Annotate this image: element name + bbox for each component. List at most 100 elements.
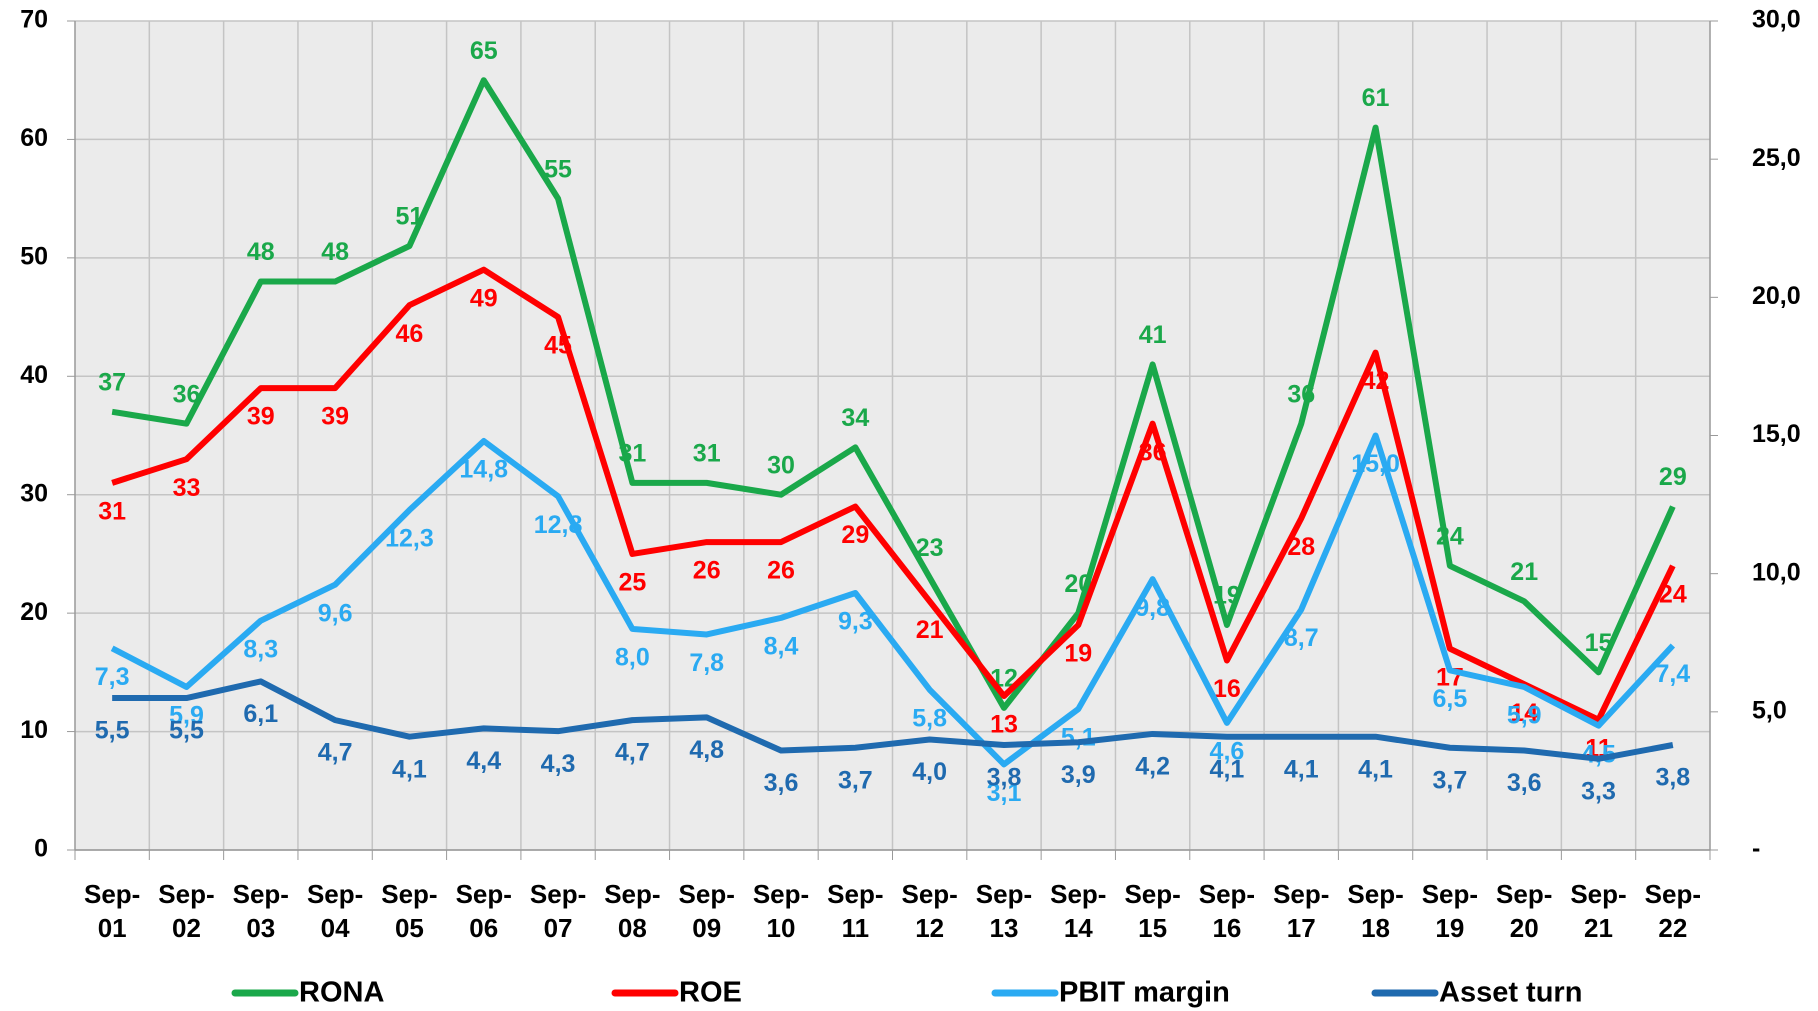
data-label: 7,4 [1655, 660, 1690, 688]
data-label: 25 [618, 569, 646, 597]
x-tick-label: Sep-19 [1421, 879, 1479, 943]
series-line [111, 77, 1676, 711]
x-tick-label: Sep-14 [1050, 879, 1107, 943]
x-tick-label: Sep-10 [752, 879, 810, 943]
data-label: 65 [470, 37, 498, 65]
x-tick-label: Sep-08 [604, 879, 661, 943]
data-label: 8,7 [1284, 624, 1319, 652]
data-label: 9,8 [1135, 594, 1170, 622]
legend-label: ROE [679, 977, 742, 1009]
y2-tick-label: 30,0 [1752, 6, 1801, 34]
data-label: 31 [693, 439, 721, 467]
data-label: 7,8 [689, 649, 724, 677]
data-label: 21 [1510, 558, 1538, 586]
data-label: 33 [173, 474, 201, 502]
data-label: 6,5 [1433, 685, 1468, 713]
x-tick-label: Sep-15 [1124, 879, 1181, 943]
data-label: 39 [247, 403, 275, 431]
data-label: 31 [618, 439, 646, 467]
data-label: 4,1 [392, 755, 427, 783]
x-tick-label: Sep-04 [306, 879, 364, 943]
data-label: 4,1 [1210, 755, 1245, 783]
data-label: 8,0 [615, 644, 650, 672]
data-label: 19 [1064, 640, 1092, 668]
legend-label: Asset turn [1439, 977, 1582, 1009]
data-label: 41 [1139, 321, 1167, 349]
data-label: 36 [1287, 380, 1315, 408]
data-label: 8,3 [243, 635, 278, 663]
x-tick-label: Sep-16 [1198, 879, 1256, 943]
data-label: 39 [321, 403, 349, 431]
data-label: 36 [173, 380, 201, 408]
data-label: 4,0 [912, 758, 947, 786]
data-label: 8,4 [764, 632, 799, 660]
legend-label: PBIT margin [1059, 977, 1230, 1009]
x-tick-label: Sep-11 [827, 879, 884, 943]
data-label: 13 [990, 711, 1018, 739]
data-label: 3,8 [987, 764, 1022, 792]
x-tick-label: Sep-07 [529, 879, 587, 943]
data-label: 37 [98, 368, 126, 396]
x-tick-label: Sep-17 [1273, 879, 1330, 943]
data-label: 21 [916, 616, 944, 644]
data-label: 7,3 [95, 663, 130, 691]
x-tick-label: Sep-22 [1644, 879, 1701, 943]
data-label: 4,1 [1358, 755, 1393, 783]
data-label: 3,8 [1655, 764, 1690, 792]
data-label: 3,9 [1061, 761, 1096, 789]
data-label: 49 [470, 284, 498, 312]
x-tick-label: Sep-18 [1347, 879, 1404, 943]
series-line [112, 678, 1674, 762]
x-tick-label: Sep-01 [83, 879, 141, 943]
data-label: 45 [544, 332, 572, 360]
data-label: 5,9 [169, 702, 204, 730]
data-label: 6,1 [243, 700, 278, 728]
data-label: 61 [1362, 84, 1390, 112]
data-label: 4,1 [1284, 755, 1319, 783]
data-label: 48 [247, 238, 275, 266]
y2-tick-label: 25,0 [1752, 144, 1801, 172]
data-label: 15,0 [1351, 450, 1400, 478]
legend-label: RONA [299, 977, 384, 1009]
y-tick-label: 70 [20, 6, 48, 34]
data-label: 23 [916, 534, 944, 562]
data-label: 4,4 [466, 747, 501, 775]
data-label: 48 [321, 238, 349, 266]
data-label: 12,3 [385, 525, 434, 553]
data-label: 4,7 [318, 739, 353, 767]
data-label: 31 [98, 497, 126, 525]
x-tick-label: Sep-21 [1570, 879, 1627, 943]
data-label: 3,7 [1433, 766, 1468, 794]
data-label: 5,5 [169, 717, 204, 745]
x-tick-label: Sep-05 [381, 879, 438, 943]
data-label: 29 [841, 521, 869, 549]
y2-tick-label: - [1752, 835, 1760, 863]
data-label: 5,8 [912, 704, 947, 732]
y-tick-label: 0 [34, 835, 48, 863]
y2-tick-label: 20,0 [1752, 282, 1801, 310]
data-label: 14 [1510, 699, 1538, 727]
y2-tick-label: 15,0 [1752, 420, 1801, 448]
data-label: 28 [1287, 533, 1315, 561]
data-label: 3,6 [1507, 769, 1542, 797]
data-label: 19 [1213, 582, 1241, 610]
x-tick-label: Sep-02 [158, 879, 215, 943]
data-label: 5,1 [1061, 724, 1096, 752]
data-label: 5,5 [95, 717, 130, 745]
data-label: 4,8 [689, 736, 724, 764]
data-label: 3,3 [1581, 777, 1616, 805]
data-label: 9,3 [838, 608, 873, 636]
series-line [111, 266, 1676, 723]
data-label: 15 [1585, 629, 1613, 657]
y-tick-label: 60 [20, 124, 48, 152]
data-label: 42 [1362, 367, 1390, 395]
x-tick-label: Sep-06 [455, 879, 512, 943]
data-label: 3,7 [838, 766, 873, 794]
x-tick-label: Sep-12 [901, 879, 958, 943]
x-tick-label: Sep-13 [975, 879, 1033, 943]
data-label: 12,8 [534, 511, 583, 539]
y-tick-label: 10 [20, 716, 48, 744]
y-tick-label: 20 [20, 598, 48, 626]
